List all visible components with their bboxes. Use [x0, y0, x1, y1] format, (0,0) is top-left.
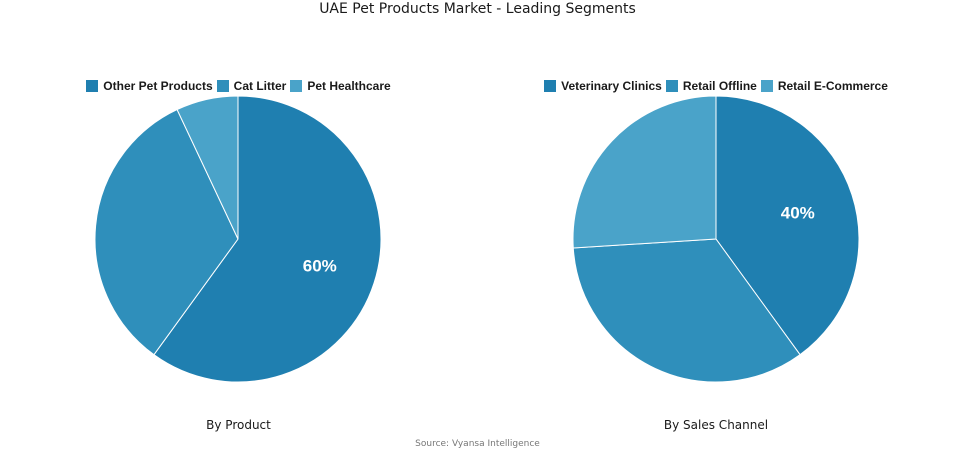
legend: Other Pet Products Cat Litter Pet Health… [0, 79, 477, 93]
legend-label: Other Pet Products [103, 79, 213, 93]
pie-slice [176, 95, 239, 240]
pie-slice [572, 238, 801, 383]
data-label: 40% [781, 203, 815, 222]
pie-chart-by-sales-channel: Veterinary Clinics Retail Offline Retail… [477, 0, 955, 454]
pie-slice [715, 95, 860, 356]
legend-label: Retail E-Commerce [777, 79, 888, 93]
pie-slice [572, 95, 717, 249]
legend-item: Cat Litter [216, 79, 287, 93]
legend-item: Pet Healthcare [290, 79, 391, 93]
chart-subtitle: By Sales Channel [663, 418, 769, 432]
pie-chart-by-product: Other Pet Products Cat Litter Pet Health… [0, 0, 477, 454]
pie-plot: 40% [572, 95, 860, 383]
legend-item: Veterinary Clinics [544, 79, 662, 93]
pie-slice [153, 95, 382, 383]
legend-item: Other Pet Products [86, 79, 213, 93]
pie-slice [94, 108, 239, 356]
legend-item: Retail Offline [665, 79, 757, 93]
chart-subtitle: By Product [206, 418, 271, 432]
legend-item: Retail E-Commerce [760, 79, 888, 93]
legend-label: Retail Offline [682, 79, 757, 93]
legend-swatch [216, 80, 229, 92]
legend-swatch [290, 80, 303, 92]
legend-label: Pet Healthcare [307, 79, 391, 93]
legend-swatch [86, 80, 99, 92]
data-label: 60% [303, 257, 337, 276]
legend: Veterinary Clinics Retail Offline Retail… [477, 79, 955, 93]
legend-label: Veterinary Clinics [561, 79, 662, 93]
chart-title: UAE Pet Products Market - Leading Segmen… [319, 1, 636, 17]
source-note: Source: Vyansa Intelligence [415, 439, 540, 449]
legend-swatch [544, 80, 557, 92]
legend-label: Cat Litter [233, 79, 287, 93]
legend-swatch [760, 80, 773, 92]
legend-swatch [665, 80, 678, 92]
pie-plot: 60% [94, 95, 382, 383]
